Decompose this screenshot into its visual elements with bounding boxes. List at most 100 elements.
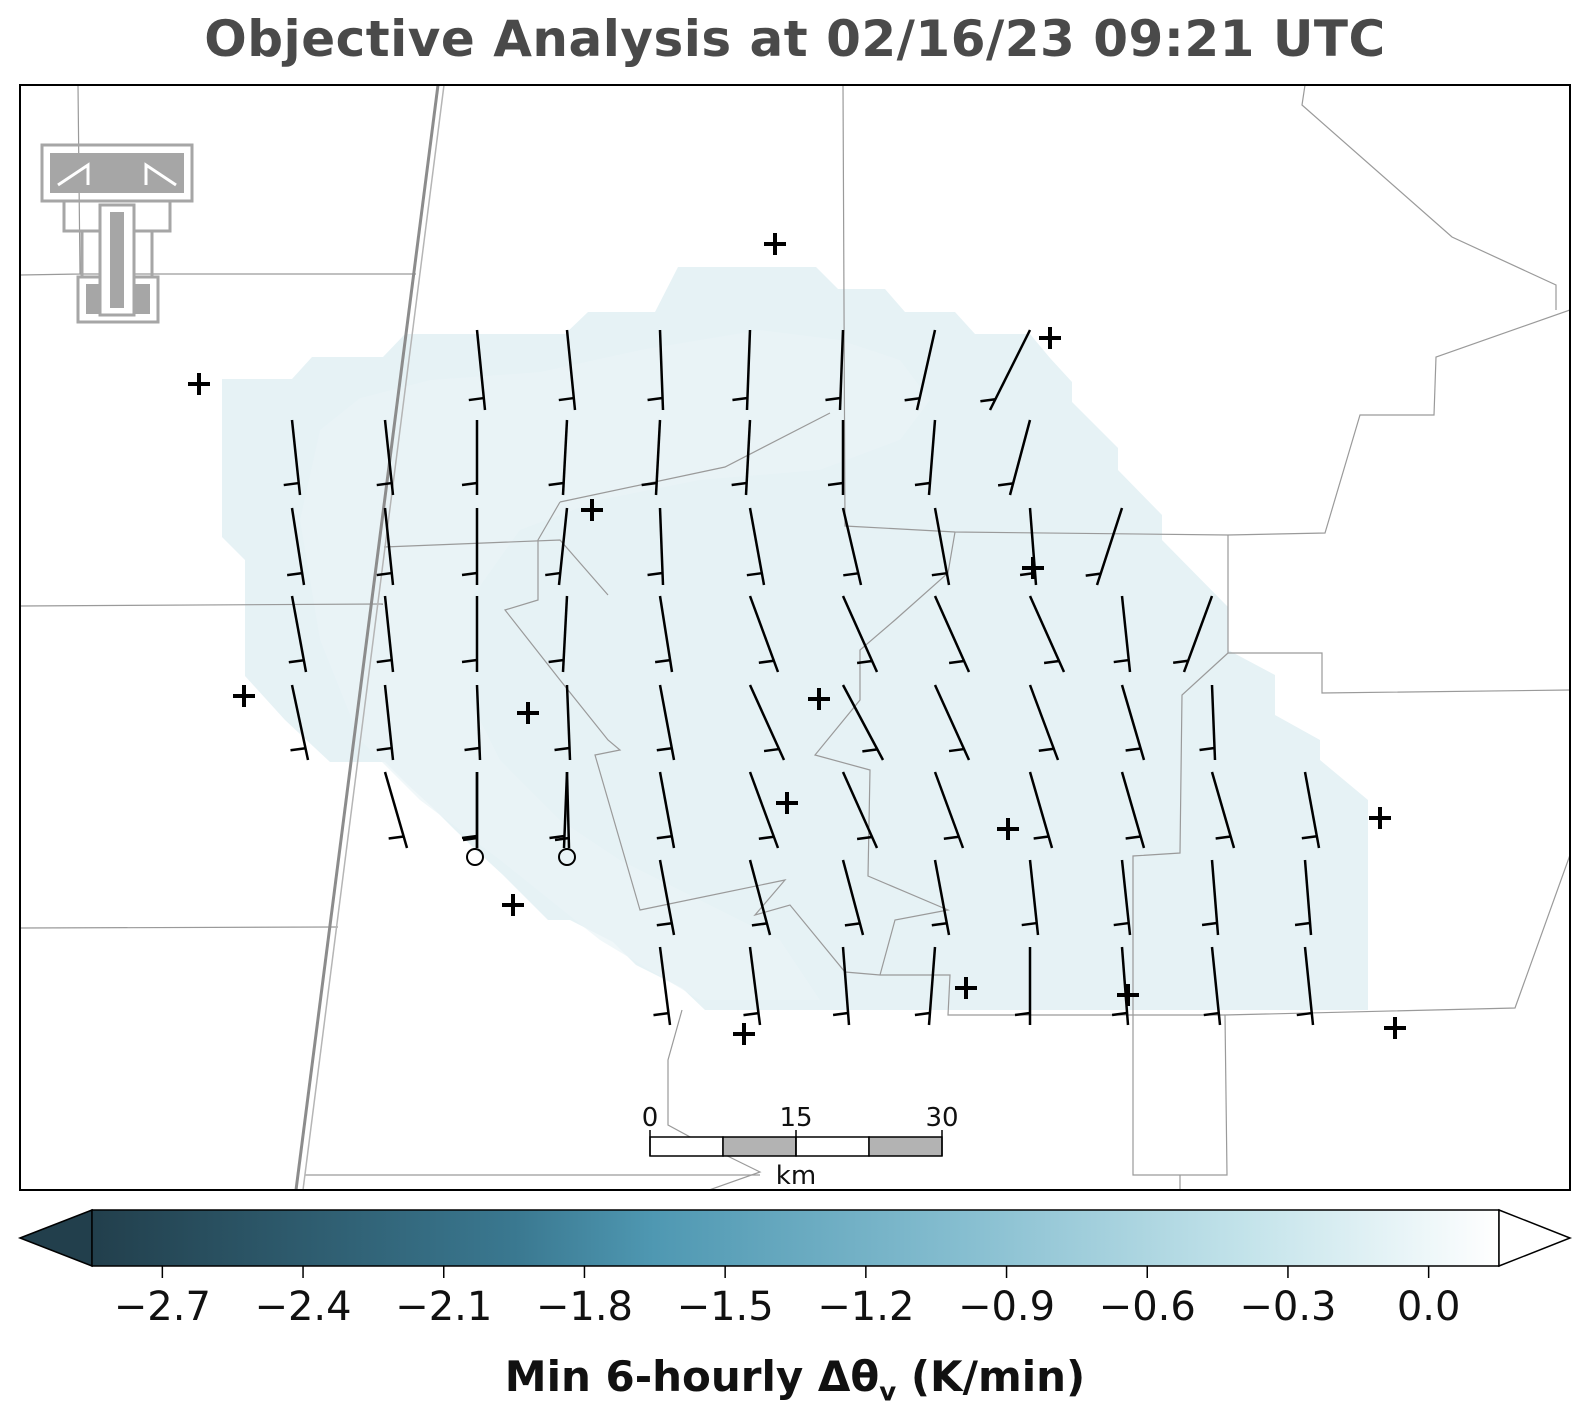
wind-barb <box>288 595 308 673</box>
plus-icon <box>733 1023 755 1045</box>
wind-barb <box>1014 947 1032 1025</box>
map-title: Objective Analysis at 02/16/23 09:21 UTC <box>204 10 1386 68</box>
plus-icon <box>517 702 539 724</box>
wind-barb <box>647 507 665 586</box>
colorbar-tick-label: −0.9 <box>958 1284 1055 1330</box>
wind-barb <box>841 595 879 673</box>
plus-icon <box>955 977 977 999</box>
colorbar-tick-label: −0.3 <box>1239 1284 1336 1330</box>
plus-icon <box>233 685 255 707</box>
wind-barb <box>558 329 577 411</box>
plus-icon <box>502 894 524 916</box>
wind-barb <box>1111 946 1130 1026</box>
wind-barb <box>731 419 752 496</box>
wind-barb <box>1301 771 1321 849</box>
wind-barb <box>931 859 951 936</box>
wind-barb <box>376 684 395 761</box>
plus-icon <box>764 233 786 255</box>
wind-barb <box>1085 507 1124 586</box>
colorbar-gradient <box>91 1209 1500 1267</box>
wind-barb <box>1021 859 1040 936</box>
wind-barb <box>1028 595 1066 673</box>
wind-barb <box>904 329 937 411</box>
wind-barb <box>1199 684 1217 761</box>
colorbar-extend-high <box>1498 1208 1573 1268</box>
wind-barb <box>933 771 965 849</box>
wind-barb <box>383 771 409 849</box>
wind-barb <box>914 946 937 1026</box>
county-boundaries <box>20 85 1570 1190</box>
wind-barb <box>827 420 845 495</box>
wind-barb <box>1203 946 1222 1026</box>
wind-barb <box>841 684 885 761</box>
wind-barb <box>461 508 479 585</box>
wind-barb <box>461 420 479 495</box>
colorbar-tick-label: −1.2 <box>817 1284 914 1330</box>
colorbar-tick-label: −2.4 <box>254 1284 351 1330</box>
wind-barb <box>743 946 762 1026</box>
wind-barb <box>653 946 672 1026</box>
wind-barb <box>914 419 937 496</box>
wind-barb <box>468 329 487 411</box>
colorbar-tick-label: −1.8 <box>536 1284 633 1330</box>
wind-barb <box>933 684 971 761</box>
wind-barb <box>1113 595 1132 673</box>
calm-circle-icon <box>462 772 484 866</box>
wind-barb <box>290 684 310 761</box>
state-line <box>294 85 445 1190</box>
plus-icon <box>1117 984 1139 1006</box>
wind-barb <box>841 507 863 586</box>
wind-barb <box>283 419 302 496</box>
wind-barb <box>656 771 676 849</box>
wind-barb <box>461 596 479 672</box>
wind-barb <box>997 419 1032 496</box>
calm-circle-icon <box>554 771 576 866</box>
wind-barb <box>732 329 752 411</box>
analysis-field <box>222 267 1368 1010</box>
scale-label-0: 0 <box>642 1103 659 1133</box>
wind-barb <box>554 684 572 761</box>
colorbar-tick-label: −1.5 <box>677 1284 774 1330</box>
plus-icon <box>1022 557 1044 579</box>
wind-barb <box>548 595 569 673</box>
wind-barb <box>1028 684 1060 761</box>
station-markers <box>188 233 1406 1045</box>
wind-barb <box>286 507 306 586</box>
wind-barb <box>1201 859 1220 936</box>
wind-barb <box>1210 771 1236 849</box>
wind-barb <box>1296 946 1315 1026</box>
map-frame <box>19 84 1571 1191</box>
colorbar-tick-label: −2.1 <box>395 1284 492 1330</box>
colorbar-label: Min 6-hourly Δθv (K/min) <box>504 1352 1086 1408</box>
wind-barb <box>1120 771 1146 849</box>
wind-barbs <box>283 329 1321 1026</box>
plus-icon <box>1384 1017 1406 1039</box>
wind-barb <box>656 684 676 761</box>
wind-barb <box>832 946 851 1026</box>
colorbar-tick-label: −2.7 <box>114 1284 211 1330</box>
plus-icon <box>188 373 210 395</box>
colorbar: −2.7 −2.4 −2.1 −1.8 −1.5 −1.2 −0.9 −0.6 −0.3 0.0 <box>17 1208 1573 1330</box>
wind-barb <box>654 595 674 673</box>
wind-barb <box>464 684 482 761</box>
wind-barb <box>841 771 879 849</box>
wind-barb <box>376 419 395 496</box>
texas-tech-double-t-logo <box>40 143 194 324</box>
wind-barb <box>980 329 1032 411</box>
colorbar-tick-label: 0.0 <box>1397 1284 1461 1330</box>
scale-label-15: 15 <box>779 1103 812 1133</box>
plus-icon <box>581 499 603 521</box>
scale-label-30: 30 <box>925 1103 958 1133</box>
wind-barb <box>641 419 662 496</box>
wind-barb <box>746 507 766 586</box>
colorbar-extend-low <box>17 1208 93 1268</box>
scale-bar: 0 15 30 km <box>642 1103 959 1191</box>
wind-barb <box>933 595 971 673</box>
wind-barb <box>1028 771 1054 849</box>
wind-barb <box>931 507 951 586</box>
scale-unit: km <box>776 1161 816 1191</box>
colorbar-tick-label: −0.6 <box>1099 1284 1196 1330</box>
plus-icon <box>776 792 798 814</box>
wind-barb <box>825 329 845 411</box>
